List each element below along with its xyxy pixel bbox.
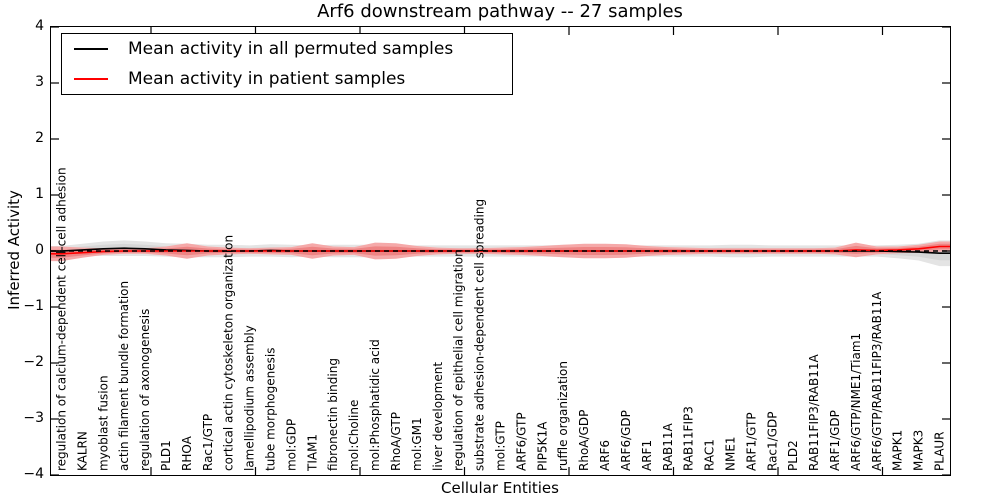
- x-category-label: PLAUR: [933, 431, 947, 471]
- legend-line-red: [74, 78, 108, 80]
- x-category-label: regulation of calcium-dependent cell-cel…: [54, 167, 68, 471]
- y-tick-label: 2: [35, 130, 44, 146]
- x-category-label: MAPK3: [912, 430, 926, 471]
- y-tick-label: −1: [23, 298, 44, 314]
- x-category-label: RhoA/GTP: [389, 412, 403, 471]
- x-category-label: ruffle organization: [556, 361, 570, 471]
- y-tick-label: 1: [35, 186, 44, 202]
- legend-label-permuted: Mean activity in all permuted samples: [128, 39, 454, 59]
- y-tick-label: 3: [35, 74, 44, 90]
- x-category-label: NME1: [723, 436, 737, 471]
- x-category-label: RhoA/GDP: [577, 410, 591, 471]
- x-category-label: RAB11FIP3: [682, 406, 696, 471]
- x-category-label: regulation of epithelial cell migration: [452, 249, 466, 471]
- x-category-label: regulation of axonogenesis: [138, 309, 152, 471]
- legend-label-patient: Mean activity in patient samples: [128, 69, 406, 89]
- x-category-label: RAB11FIP3/RAB11A: [807, 354, 821, 471]
- y-tick-label: −4: [23, 466, 44, 482]
- x-category-label: fibronectin binding: [326, 358, 340, 471]
- x-category-label: MAPK1: [891, 430, 905, 471]
- x-category-label: lamellipodium assembly: [243, 325, 257, 471]
- y-tick-label: −2: [23, 354, 44, 370]
- x-category-label: PLD2: [786, 440, 800, 471]
- x-category-label: mol:Choline: [347, 400, 361, 471]
- x-category-label: ARF6/GTP: [514, 412, 528, 471]
- x-category-label: actin filament bundle formation: [117, 281, 131, 471]
- y-tick-label: 0: [35, 242, 44, 258]
- x-category-label: RAC1: [703, 439, 717, 471]
- legend-item-patient: Mean activity in patient samples: [62, 66, 512, 92]
- legend-line-black: [74, 48, 108, 50]
- x-category-label: mol:Phosphatidic acid: [368, 339, 382, 471]
- y-tick-label: −3: [23, 410, 44, 426]
- x-category-label: PLD1: [159, 440, 173, 471]
- x-category-label: Rac1/GTP: [201, 414, 215, 471]
- chart-canvas: regulation of calcium-dependent cell-cel…: [51, 27, 950, 475]
- x-category-label: liver development: [431, 362, 445, 471]
- x-category-label: ARF6/GTP/NME1/Tiam1: [849, 333, 863, 471]
- x-category-label: ARF6: [598, 440, 612, 471]
- x-category-label: ARF1: [640, 440, 654, 471]
- x-category-label: mol:GTP: [494, 421, 508, 471]
- x-category-label: PIP5K1A: [535, 421, 549, 471]
- x-axis-label: Cellular Entities: [441, 479, 559, 497]
- x-category-label: RHOA: [180, 435, 194, 471]
- plot-area: regulation of calcium-dependent cell-cel…: [50, 26, 951, 476]
- x-category-label: KALRN: [75, 431, 89, 471]
- chart-title: Arf6 downstream pathway -- 27 samples: [317, 1, 683, 22]
- x-category-label: mol:GM1: [410, 417, 424, 471]
- x-category-label: TIAM1: [305, 434, 319, 472]
- x-category-label: ARF6/GTP/RAB11FIP3/RAB11A: [870, 291, 884, 471]
- x-category-label: mol:GDP: [284, 419, 298, 471]
- x-category-label: RAB11A: [661, 422, 675, 471]
- x-category-label: myoblast fusion: [96, 375, 110, 471]
- x-category-label: cortical actin cytoskeleton organization: [222, 235, 236, 471]
- x-category-label: tube morphogenesis: [264, 348, 278, 471]
- x-category-label: ARF6/GDP: [619, 410, 633, 471]
- x-category-label: ARF1/GTP: [744, 412, 758, 471]
- legend: Mean activity in all permuted samples Me…: [61, 33, 513, 95]
- x-category-label: Rac1/GDP: [765, 412, 779, 471]
- y-tick-label: 4: [35, 18, 44, 34]
- x-category-label: ARF1/GDP: [828, 410, 842, 471]
- x-category-label: substrate adhesion-dependent cell spread…: [473, 199, 487, 471]
- legend-item-permuted: Mean activity in all permuted samples: [62, 36, 512, 62]
